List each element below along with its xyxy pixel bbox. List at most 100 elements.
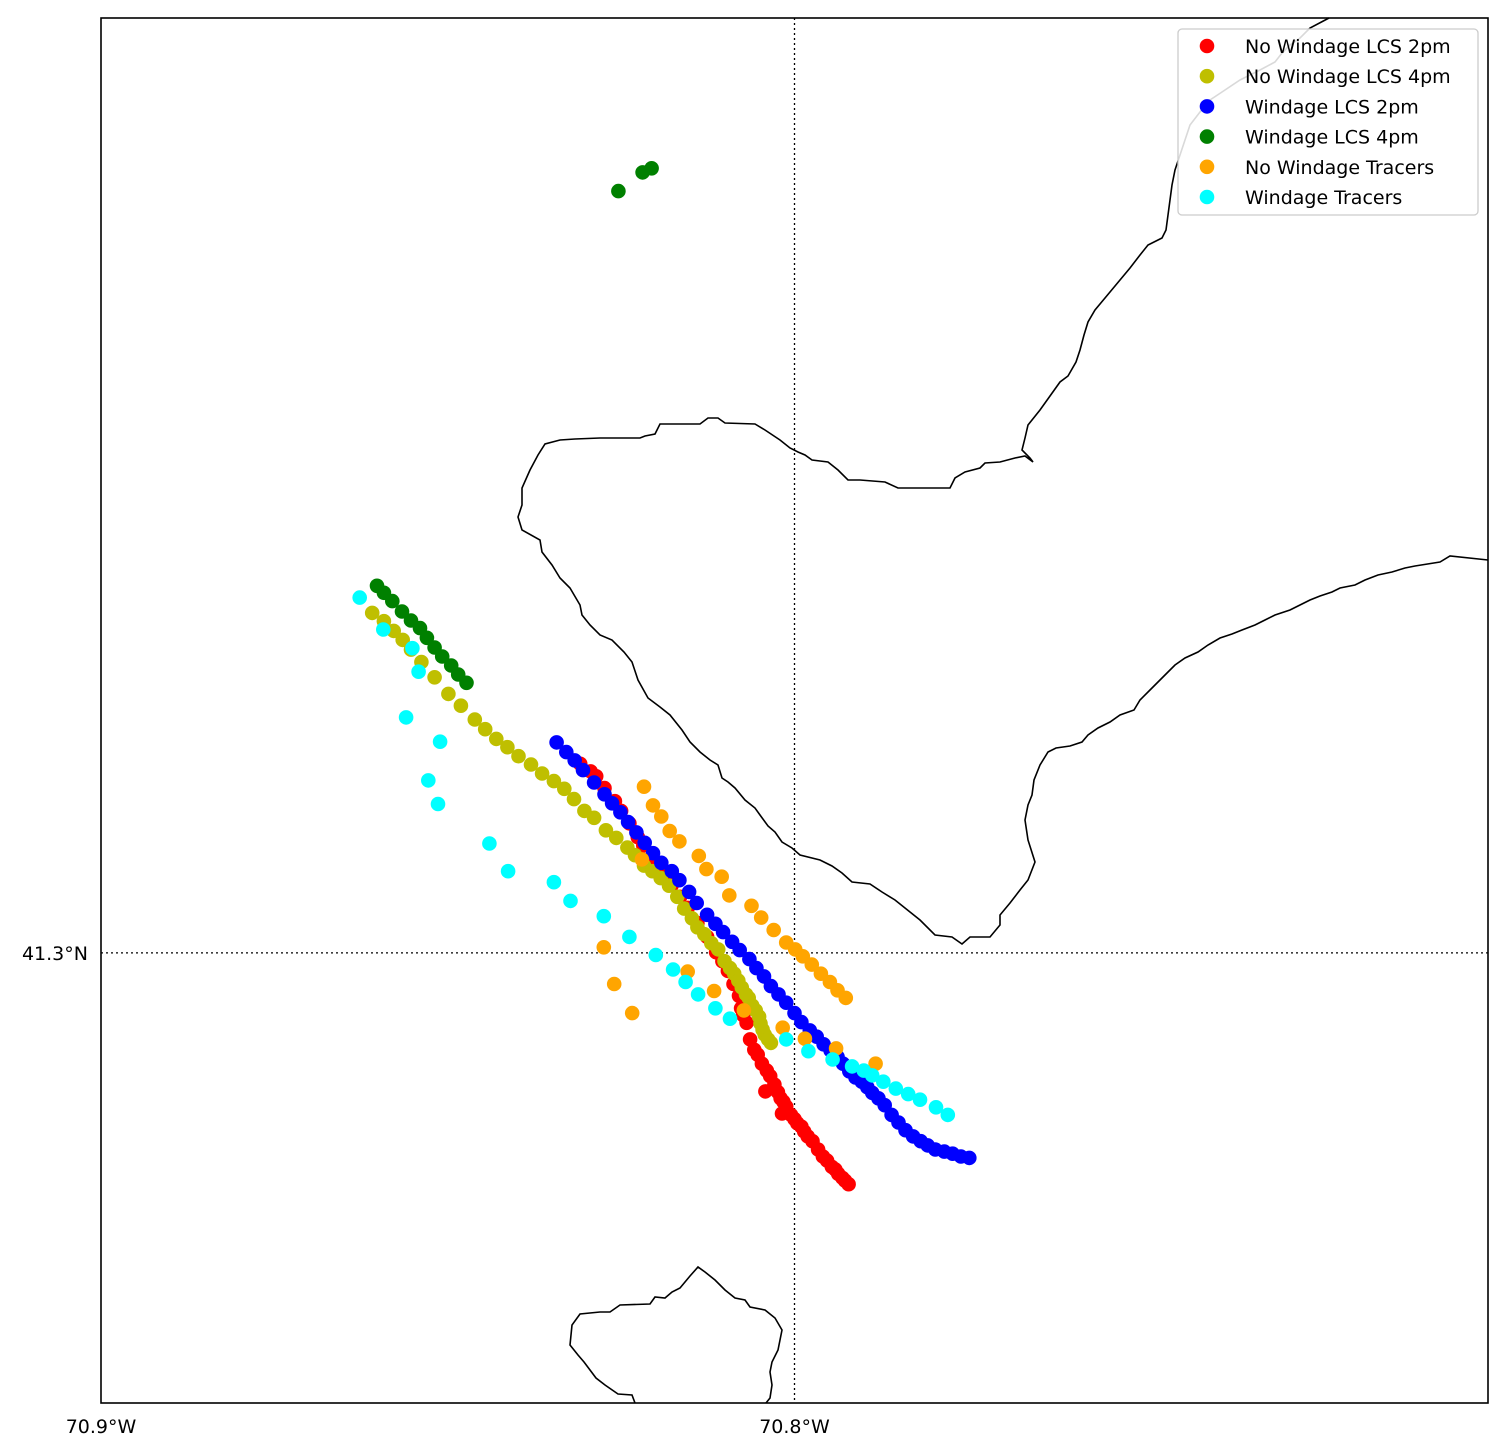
scatter-point-s5-21 <box>801 1043 816 1059</box>
scatter-point-s5-27 <box>888 1081 904 1096</box>
scatter-point-s4-23 <box>624 1005 640 1021</box>
scatter-point-s4-1 <box>645 798 661 813</box>
scatter-point-s5-14 <box>648 947 664 963</box>
scatter-point-s3-1 <box>635 165 650 180</box>
x-tick-label-0: 70.9°W <box>66 1416 137 1438</box>
scatter-point-s3-14 <box>459 675 474 691</box>
series-3-points <box>369 161 659 691</box>
scatter-point-s5-31 <box>940 1107 956 1123</box>
scatter-point-s4-7 <box>714 869 729 884</box>
scatter-point-s3-2 <box>611 183 626 199</box>
legend-box <box>1177 28 1479 216</box>
scatter-point-s4-25 <box>706 983 722 999</box>
scatter-point-s0-52 <box>758 1084 773 1099</box>
scatter-point-s4-21 <box>596 940 612 955</box>
legend-marker-3 <box>1199 129 1215 144</box>
scatter-point-s1-17 <box>557 781 572 797</box>
legend-label-0: No Windage LCS 2pm <box>1245 36 1451 58</box>
scatter-point-s4-28 <box>797 1031 813 1046</box>
scatter-point-s5-22 <box>825 1052 840 1067</box>
scatter-point-s5-9 <box>500 863 516 879</box>
scatter-point-s4-29 <box>828 1041 844 1056</box>
scatter-point-s4-22 <box>606 976 622 992</box>
scatter-point-s1-50 <box>763 1035 779 1051</box>
scatter-point-s4-4 <box>672 834 687 849</box>
scatter-point-s2-11 <box>645 845 661 861</box>
scatter-point-s1-8 <box>453 698 469 713</box>
scatter-point-s3-11 <box>434 649 450 664</box>
legend-marker-0 <box>1199 38 1215 54</box>
graticule <box>101 18 1488 1403</box>
legend-marker-5 <box>1199 189 1215 205</box>
scatter-point-s1-10 <box>477 721 493 737</box>
scatter-point-s4-30 <box>868 1056 883 1071</box>
scatter-point-s4-11 <box>766 922 781 938</box>
series-4-points <box>596 779 883 1071</box>
scatter-point-s1-7 <box>441 686 456 702</box>
scatter-point-s5-29 <box>912 1092 928 1107</box>
scatter-point-s1-11 <box>489 731 504 747</box>
scatter-point-s5-7 <box>430 796 446 812</box>
scatter-point-s5-6 <box>421 773 436 788</box>
scatter-point-s5-16 <box>678 974 693 990</box>
scatter-point-s1-6 <box>427 670 442 685</box>
scatter-point-s5-15 <box>665 962 681 977</box>
scatter-point-s1-35 <box>710 942 726 957</box>
scatter-point-s5-4 <box>398 710 414 725</box>
scatter-point-s5-30 <box>928 1100 944 1115</box>
scatter-point-s4-26 <box>736 1003 752 1018</box>
scatter-point-s4-15 <box>804 957 820 972</box>
series-2-points <box>549 735 977 1166</box>
scatter-point-s4-19 <box>838 990 854 1006</box>
scatter-point-s2-21 <box>732 942 747 958</box>
scatter-point-s2-10 <box>637 835 652 851</box>
scatter-point-s1-29 <box>670 889 685 905</box>
scatter-point-s5-1 <box>405 640 420 656</box>
legend-marker-2 <box>1199 99 1215 114</box>
legend-label-5: Windage Tracers <box>1245 187 1402 209</box>
scatter-point-s1-12 <box>500 739 515 755</box>
scatter-point-s4-2 <box>654 809 669 824</box>
scatter-point-s4-5 <box>691 848 707 864</box>
scatter-point-s1-16 <box>546 773 562 789</box>
scatter-point-s5-2 <box>376 622 391 637</box>
legend-marker-1 <box>1199 68 1215 84</box>
plot-frame <box>100 17 1489 1404</box>
scatter-point-s1-15 <box>534 766 550 781</box>
scatter-point-s4-3 <box>662 823 677 839</box>
legend-marker-4 <box>1199 159 1215 175</box>
scatter-point-s4-8 <box>722 888 737 903</box>
legend-label-1: No Windage LCS 4pm <box>1245 66 1451 88</box>
scatter-point-s1-13 <box>511 748 526 764</box>
y-tick-label-0: 41.3°N <box>22 943 88 965</box>
scatter-point-s2-4 <box>586 775 602 790</box>
scatter-point-s5-12 <box>596 908 612 924</box>
scatter-point-s2-27 <box>778 995 794 1010</box>
scatter-point-s5-20 <box>778 1032 794 1047</box>
scatter-point-s1-18 <box>566 791 582 807</box>
scatter-point-s4-20 <box>634 852 650 867</box>
scatter-point-s2-8 <box>620 814 636 830</box>
scatter-point-s5-8 <box>482 836 497 851</box>
legend-label-2: Windage LCS 2pm <box>1245 96 1419 118</box>
scatter-point-s4-0 <box>636 779 652 794</box>
scatter-point-s5-3 <box>411 664 426 679</box>
scatter-point-s1-14 <box>523 757 539 772</box>
scatter-point-s5-28 <box>900 1086 916 1102</box>
scatter-point-s5-11 <box>563 893 578 909</box>
series-5-points <box>352 590 956 1123</box>
x-tick-label-1: 70.8°W <box>759 1416 830 1438</box>
scatter-point-s2-3 <box>575 762 591 778</box>
legend-label-3: Windage LCS 4pm <box>1245 127 1419 149</box>
scatter-point-s3-6 <box>394 604 410 619</box>
scatter-point-s5-17 <box>690 987 706 1002</box>
scatter-point-s5-10 <box>546 874 562 890</box>
scatter-points <box>352 161 977 1192</box>
scatter-point-s5-26 <box>876 1074 891 1089</box>
scatter-point-s1-21 <box>598 823 614 838</box>
scatter-point-s1-9 <box>467 712 483 727</box>
scatter-point-s2-0 <box>549 735 564 750</box>
scatter-point-s1-0 <box>364 605 380 621</box>
scatter-point-s0-24 <box>739 1015 754 1031</box>
